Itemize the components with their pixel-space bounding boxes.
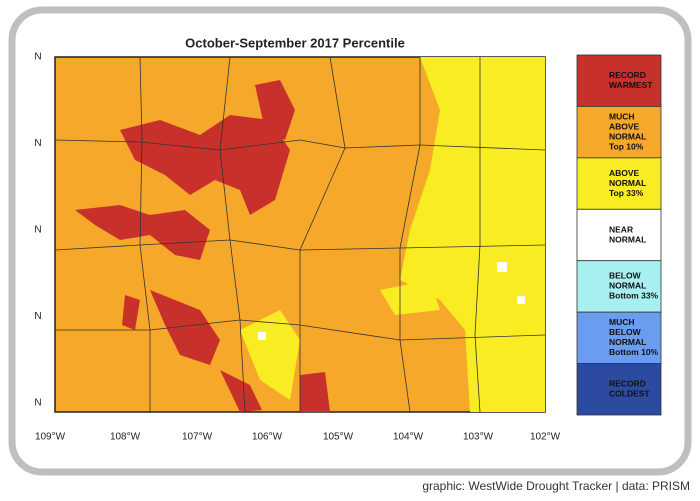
legend-label: NORMAL [609,337,646,347]
latitude-label: N [34,398,41,409]
longitude-label: 107°W [182,432,213,443]
legend-label: Top 33% [609,188,644,198]
map-title: October-September 2017 Percentile [185,35,405,50]
legend-label: RECORD [609,70,646,80]
longitude-label: 108°W [110,432,141,443]
legend-label: RECORD [609,379,646,389]
longitude-label: 102°W [530,432,561,443]
legend-swatch [576,260,662,313]
latitude-label: N [34,225,41,236]
legend-label: NORMAL [609,234,646,244]
legend-label: Bottom 10% [609,347,659,357]
credit: graphic: WestWide Drought Tracker | data… [422,479,690,493]
legend-label: BELOW [609,327,642,337]
legend-label: MUCH [609,111,635,121]
legend-label: ABOVE [609,121,640,131]
longitude-label: 105°W [323,432,354,443]
longitude-label: 103°W [463,432,494,443]
legend-label: COLDEST [609,389,650,399]
legend-label: ABOVE [609,168,640,178]
longitude-label: 109°W [35,432,66,443]
legend-swatch [576,363,662,416]
legend-label: NEAR [609,224,633,234]
legend-label: Top 10% [609,141,644,151]
longitude-label: 104°W [393,432,424,443]
legend-label: MUCH [609,317,635,327]
latitude-label: N [34,52,41,63]
legend-swatch [576,54,662,107]
latitude-label: N [34,311,41,322]
legend-label: BELOW [609,271,642,281]
legend-label: Bottom 33% [609,291,659,301]
legend-label: NORMAL [609,178,646,188]
longitude-label: 106°W [252,432,283,443]
legend-label: NORMAL [609,131,646,141]
map [54,56,546,413]
legend-label: NORMAL [609,281,646,291]
longitude-labels: 109°W 108°W 107°W 106°W 105°W 104°W 103°W 102°W [35,432,561,443]
legend-label: WARMEST [609,80,653,90]
latitude-labels: N N N N N [34,52,41,409]
latitude-label: N [34,138,41,149]
legend-swatch [576,311,662,364]
